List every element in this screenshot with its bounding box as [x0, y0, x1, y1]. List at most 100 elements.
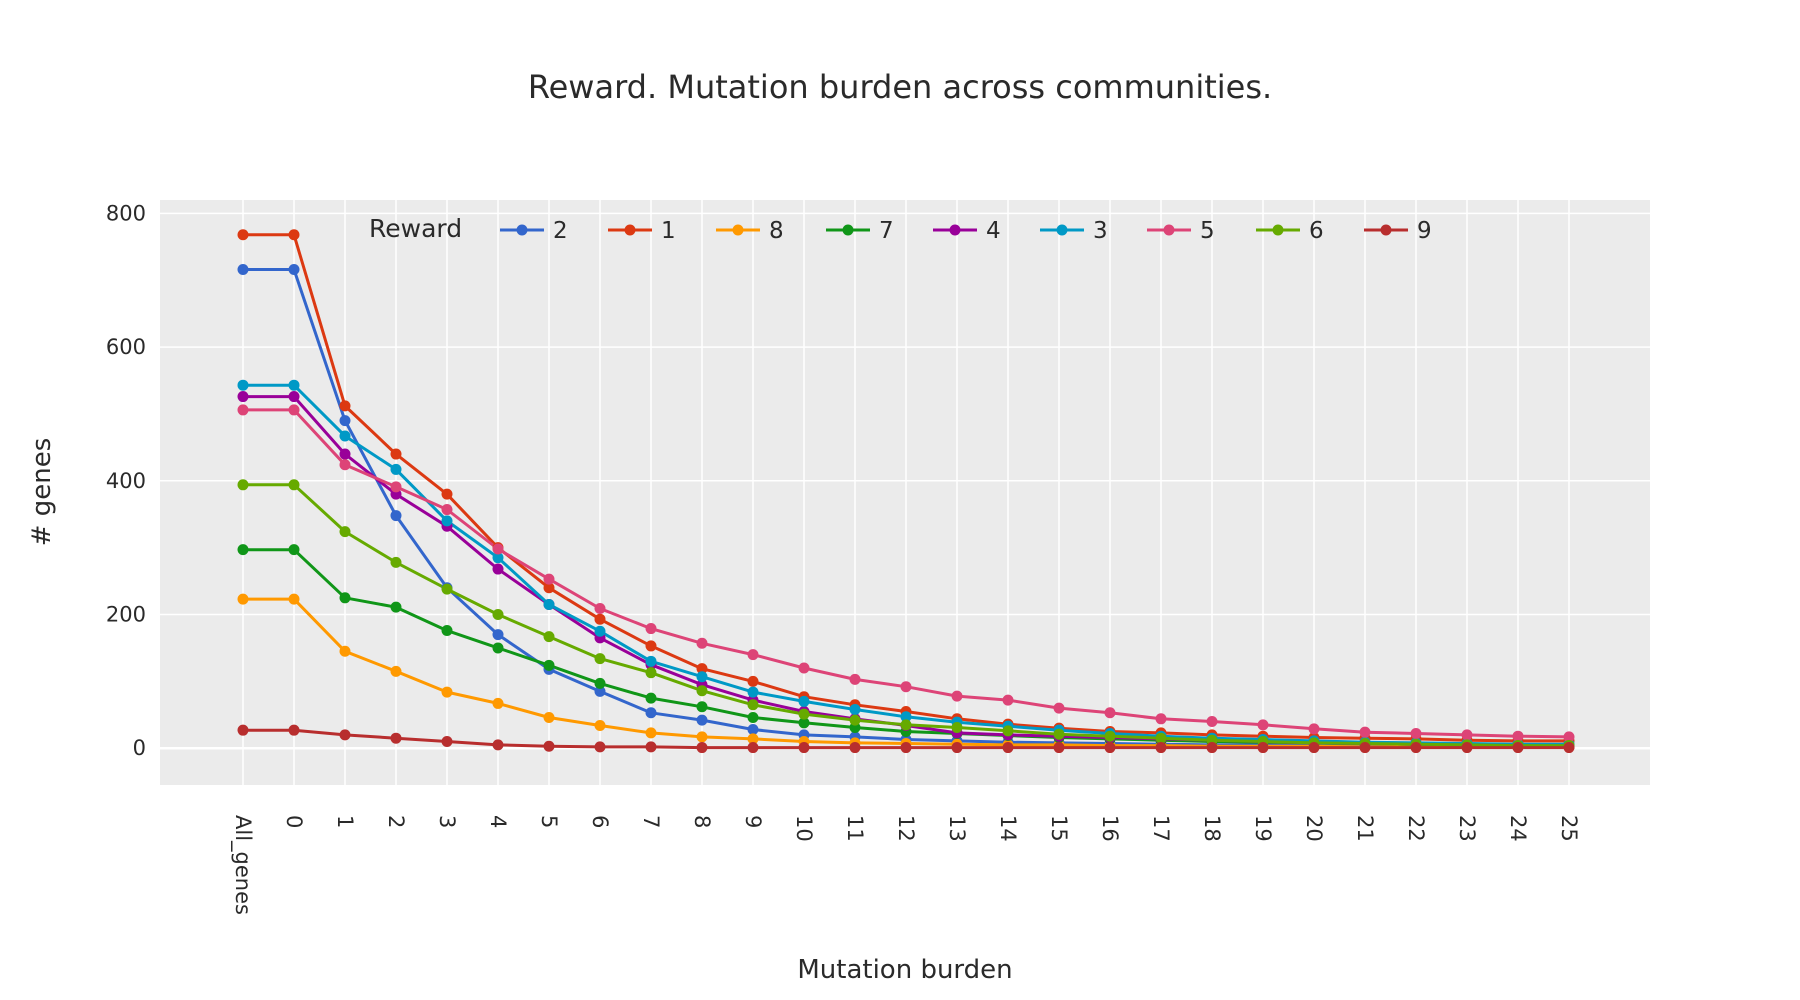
data-point-8	[594, 719, 606, 731]
data-point-9	[1461, 742, 1473, 754]
x-tick-label: 12	[894, 815, 918, 842]
legend-swatch-marker	[516, 224, 528, 236]
data-point-9	[1053, 742, 1065, 754]
legend-swatch-marker	[949, 224, 961, 236]
x-tick-label: 7	[639, 815, 663, 828]
data-point-5	[288, 404, 300, 416]
data-point-5	[1257, 719, 1269, 731]
data-point-9	[1104, 742, 1116, 754]
data-point-7	[747, 711, 759, 723]
data-point-5	[1410, 728, 1422, 740]
legend-label: 8	[769, 218, 784, 244]
data-point-7	[390, 601, 402, 613]
legend[interactable]: Reward 2 1 8 7 4 3 5 6 9	[369, 214, 1432, 244]
data-point-3	[645, 655, 657, 667]
data-point-8	[492, 697, 504, 709]
data-point-9	[288, 724, 300, 736]
data-point-1	[339, 400, 351, 412]
data-point-3	[594, 625, 606, 637]
data-point-5	[645, 623, 657, 635]
data-point-6	[747, 699, 759, 711]
data-point-2	[696, 714, 708, 726]
data-point-9	[1512, 742, 1524, 754]
legend-item-9[interactable]: 9	[1364, 218, 1432, 244]
data-point-9	[645, 741, 657, 753]
x-tick-label: 23	[1455, 815, 1479, 842]
data-point-3	[339, 430, 351, 442]
x-tick-label: 13	[945, 815, 969, 842]
data-point-3	[543, 598, 555, 610]
data-point-3	[288, 379, 300, 391]
data-point-1	[390, 448, 402, 460]
data-point-9	[1257, 742, 1269, 754]
data-point-1	[237, 229, 249, 241]
legend-item-4[interactable]: 4	[933, 218, 1001, 244]
data-point-9	[594, 741, 606, 753]
data-point-9	[900, 742, 912, 754]
data-point-6	[798, 708, 810, 720]
data-point-8	[543, 711, 555, 723]
data-point-9	[1206, 742, 1218, 754]
data-point-1	[288, 229, 300, 241]
data-point-9	[1563, 742, 1575, 754]
legend-item-5[interactable]: 5	[1147, 218, 1215, 244]
legend-item-2[interactable]: 2	[500, 218, 568, 244]
data-point-6	[390, 556, 402, 568]
data-point-6	[237, 479, 249, 491]
data-point-9	[798, 742, 810, 754]
legend-label: 2	[553, 218, 568, 244]
x-tick-label: 0	[282, 815, 306, 828]
data-point-5	[594, 602, 606, 614]
data-point-7	[798, 717, 810, 729]
legend-item-3[interactable]: 3	[1040, 218, 1108, 244]
y-axis-ticks: 0 200 400 600 800	[106, 201, 146, 760]
data-point-7	[696, 701, 708, 713]
legend-item-6[interactable]: 6	[1256, 218, 1324, 244]
data-point-9	[951, 742, 963, 754]
data-point-6	[288, 479, 300, 491]
data-point-8	[645, 727, 657, 739]
data-point-7	[237, 544, 249, 556]
data-point-9	[441, 736, 453, 748]
data-point-9	[849, 742, 861, 754]
data-point-6	[594, 653, 606, 665]
x-tick-label: 3	[435, 815, 459, 828]
legend-item-1[interactable]: 1	[608, 218, 676, 244]
legend-swatch-marker	[1056, 224, 1068, 236]
x-tick-label: 22	[1404, 815, 1428, 842]
data-point-6	[441, 583, 453, 595]
data-point-9	[339, 729, 351, 741]
data-point-7	[441, 625, 453, 637]
data-point-1	[594, 613, 606, 625]
data-point-5	[747, 649, 759, 661]
data-point-3	[798, 695, 810, 707]
legend-item-7[interactable]: 7	[826, 218, 894, 244]
data-point-6	[696, 685, 708, 697]
data-point-5	[849, 673, 861, 685]
y-axis-title: # genes	[27, 438, 57, 547]
data-point-9	[1308, 742, 1320, 754]
data-point-2	[492, 629, 504, 641]
data-point-6	[1104, 730, 1116, 742]
data-point-6	[645, 667, 657, 679]
data-point-6	[492, 609, 504, 621]
legend-item-8[interactable]: 8	[716, 218, 784, 244]
data-point-1	[645, 640, 657, 652]
data-point-3	[492, 552, 504, 564]
data-point-9	[1155, 742, 1167, 754]
data-point-6	[900, 719, 912, 731]
chart-title: Reward. Mutation burden across communiti…	[528, 68, 1272, 106]
data-point-8	[339, 645, 351, 657]
data-point-4	[237, 391, 249, 403]
data-point-8	[390, 665, 402, 677]
data-point-6	[1053, 728, 1065, 740]
data-point-5	[1359, 726, 1371, 738]
data-point-1	[696, 663, 708, 675]
data-point-7	[543, 659, 555, 671]
data-point-4	[492, 563, 504, 575]
data-point-5	[1308, 723, 1320, 735]
data-point-5	[1155, 713, 1167, 725]
x-axis-title: Mutation burden	[797, 955, 1012, 985]
legend-swatch-marker	[1163, 224, 1175, 236]
data-point-6	[951, 722, 963, 734]
